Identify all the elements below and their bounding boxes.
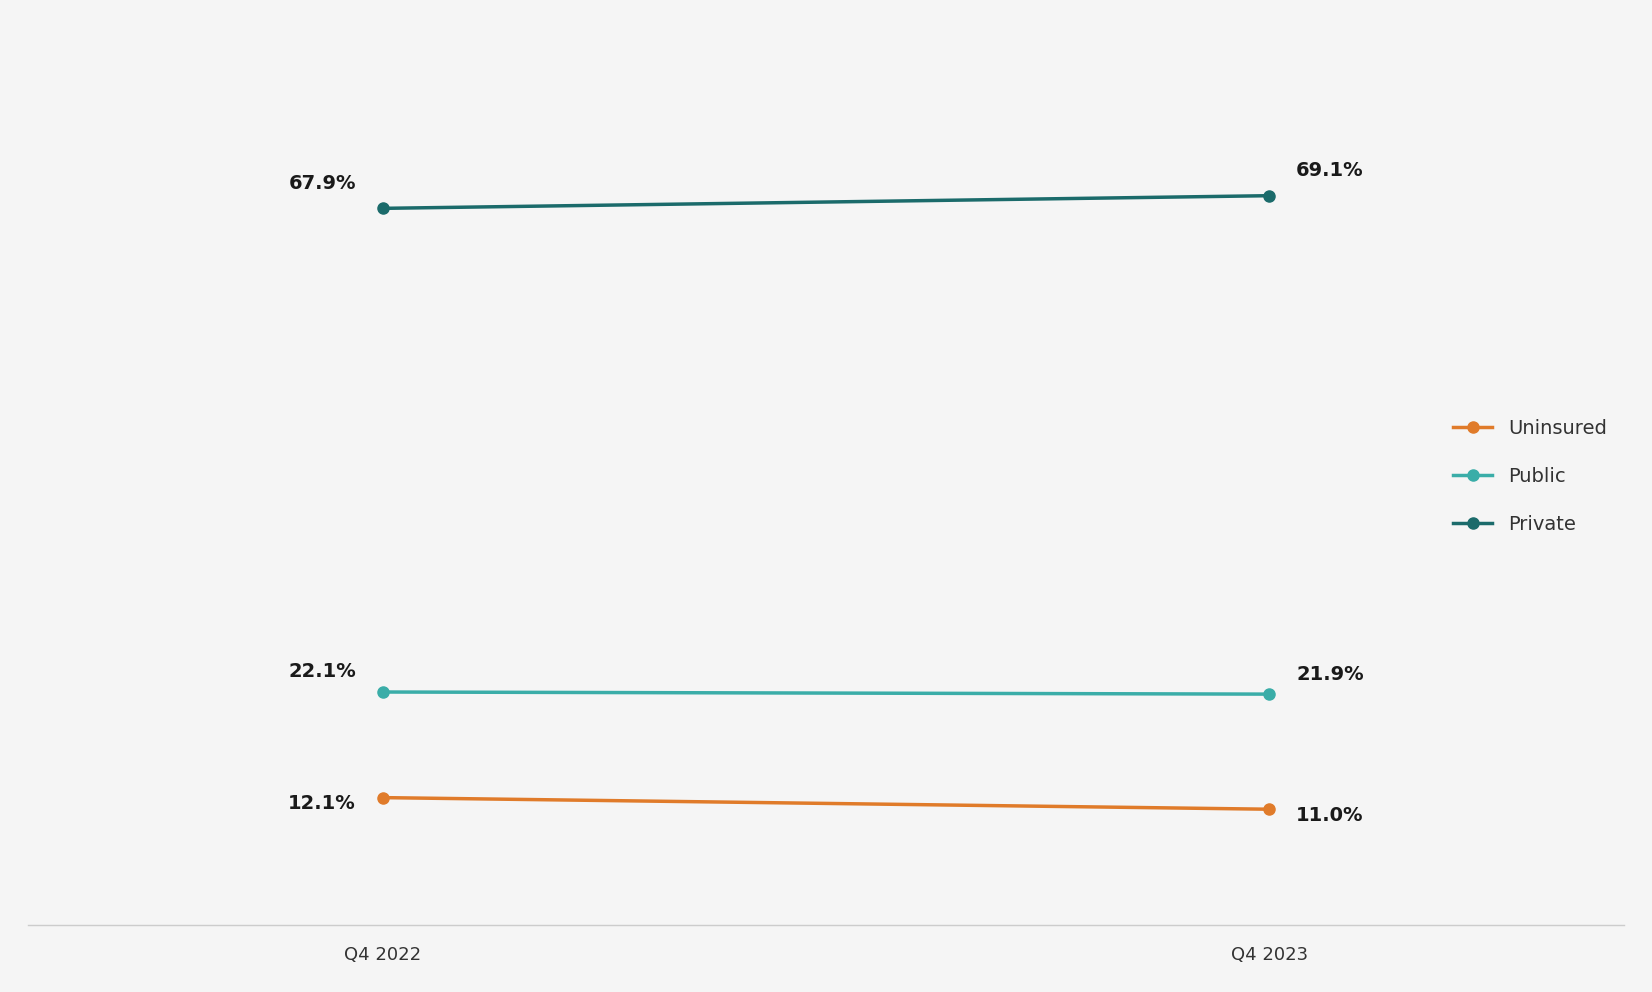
Public [1259, 688, 1279, 700]
Uninsured [373, 792, 393, 804]
Line: Public: Public [377, 686, 1275, 699]
Private [373, 202, 393, 214]
Public [373, 686, 393, 698]
Text: 12.1%: 12.1% [287, 795, 355, 813]
Text: 67.9%: 67.9% [289, 174, 355, 192]
Text: 11.0%: 11.0% [1297, 806, 1363, 825]
Line: Private: Private [377, 190, 1275, 214]
Text: 22.1%: 22.1% [287, 663, 355, 682]
Text: 69.1%: 69.1% [1297, 161, 1363, 180]
Text: 21.9%: 21.9% [1297, 665, 1363, 683]
Line: Uninsured: Uninsured [377, 792, 1275, 814]
Uninsured [1259, 804, 1279, 815]
Legend: Uninsured, Public, Private: Uninsured, Public, Private [1446, 411, 1614, 542]
Private [1259, 189, 1279, 201]
